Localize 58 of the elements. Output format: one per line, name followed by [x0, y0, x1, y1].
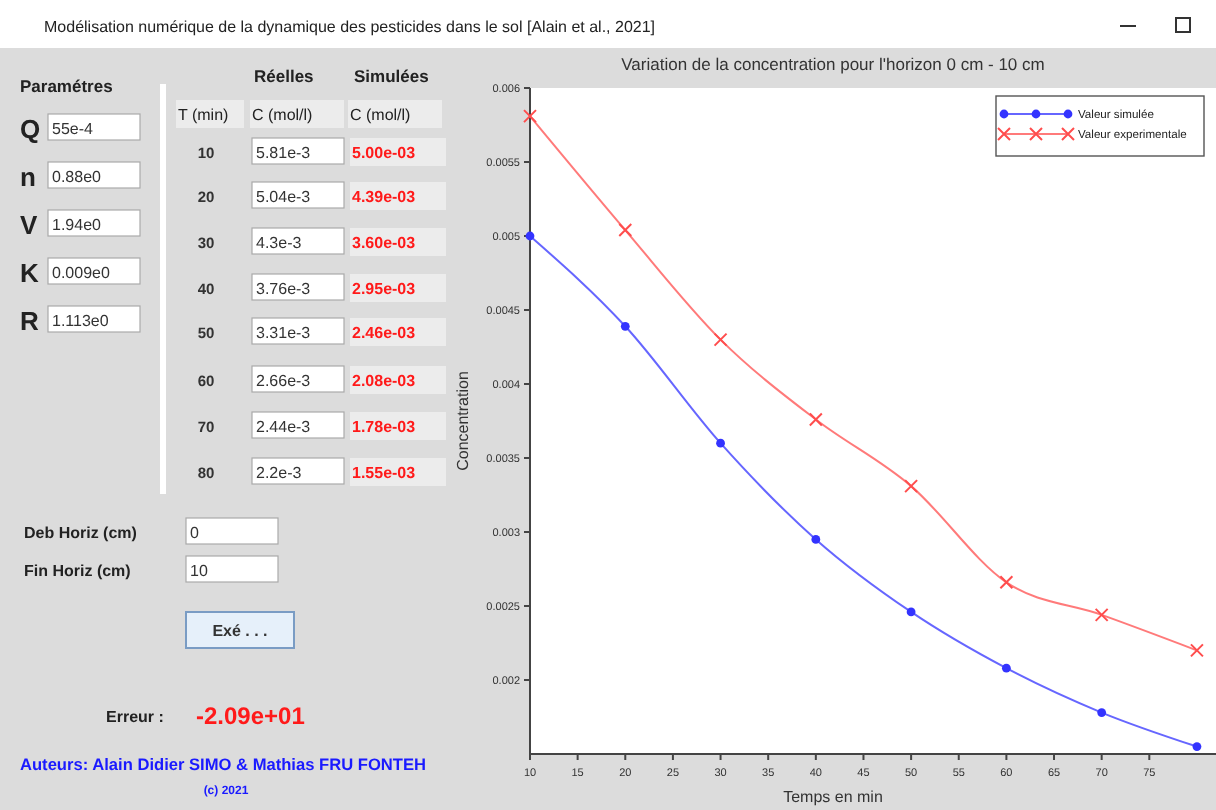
point — [1189, 643, 1204, 658]
y-axis-title: T (min) — [178, 106, 230, 124]
text: V — [20, 210, 38, 240]
text: 5.00e-03 — [352, 144, 416, 162]
text: 2.2e-3 — [256, 464, 302, 482]
point — [713, 332, 728, 347]
x-tick-label: C (mol/l) — [252, 106, 314, 124]
text: R — [20, 306, 40, 336]
text: Modélisation numérique de la dynamique des pesticides dans le sol [Alain et al., 2021] — [44, 18, 656, 36]
point — [1192, 742, 1202, 751]
text: 5.81e-3 — [256, 144, 311, 162]
text: Réelles — [254, 66, 315, 86]
text: n — [20, 162, 36, 192]
text: 5.04e-3 — [256, 188, 311, 206]
point — [1094, 607, 1109, 622]
point — [1097, 708, 1107, 717]
point — [618, 223, 633, 238]
text: 4.39e-03 — [352, 188, 416, 206]
x-axis-title: Temps en min — [783, 788, 883, 806]
point — [811, 535, 821, 544]
text: Auteurs: Alain Didier SIMO & Mathias FRU FONTEH — [20, 754, 426, 774]
text: 55e-4 — [52, 120, 95, 138]
point — [999, 575, 1014, 590]
text: 0.009e0 — [52, 264, 111, 282]
text: Exé . . . — [212, 622, 268, 640]
text: 4.3e-3 — [256, 234, 302, 252]
point — [906, 607, 916, 617]
text: 2.46e-03 — [352, 324, 416, 342]
text: 1.78e-03 — [352, 418, 416, 436]
text: 0.88e0 — [52, 168, 103, 186]
text: 3.31e-3 — [256, 324, 311, 342]
text: Simulées — [354, 66, 430, 86]
text: 1.113e0 — [52, 312, 110, 330]
text: 2.95e-03 — [352, 280, 416, 298]
text: Fin Horiz (cm) — [24, 562, 132, 580]
text: 1.55e-03 — [352, 464, 416, 482]
text: Deb Horiz (cm) — [24, 524, 138, 542]
y-axis-title: Concentration — [454, 371, 472, 471]
text: Erreur : — [106, 708, 164, 726]
text: 0 — [190, 524, 200, 542]
point — [523, 109, 537, 124]
text: 2.66e-3 — [256, 372, 311, 390]
text: 2.08e-03 — [352, 372, 416, 390]
point — [620, 321, 630, 331]
text: Q — [20, 114, 41, 144]
text: 3.76e-3 — [256, 280, 311, 298]
x-tick-label: C (mol/l) — [350, 106, 412, 124]
point — [904, 479, 919, 494]
point — [808, 412, 823, 427]
text: Paramétres — [20, 76, 114, 96]
point — [716, 438, 725, 448]
text: 1.94e0 — [52, 216, 103, 234]
text: -2.09e+01 — [196, 702, 306, 730]
text: K — [20, 258, 40, 288]
text: 2.44e-3 — [256, 418, 311, 436]
point — [1001, 663, 1011, 673]
text: 3.60e-03 — [352, 234, 416, 252]
chart-title: Variation de la concentration pour l'horizon 0 cm - 10 cm — [621, 54, 1045, 74]
